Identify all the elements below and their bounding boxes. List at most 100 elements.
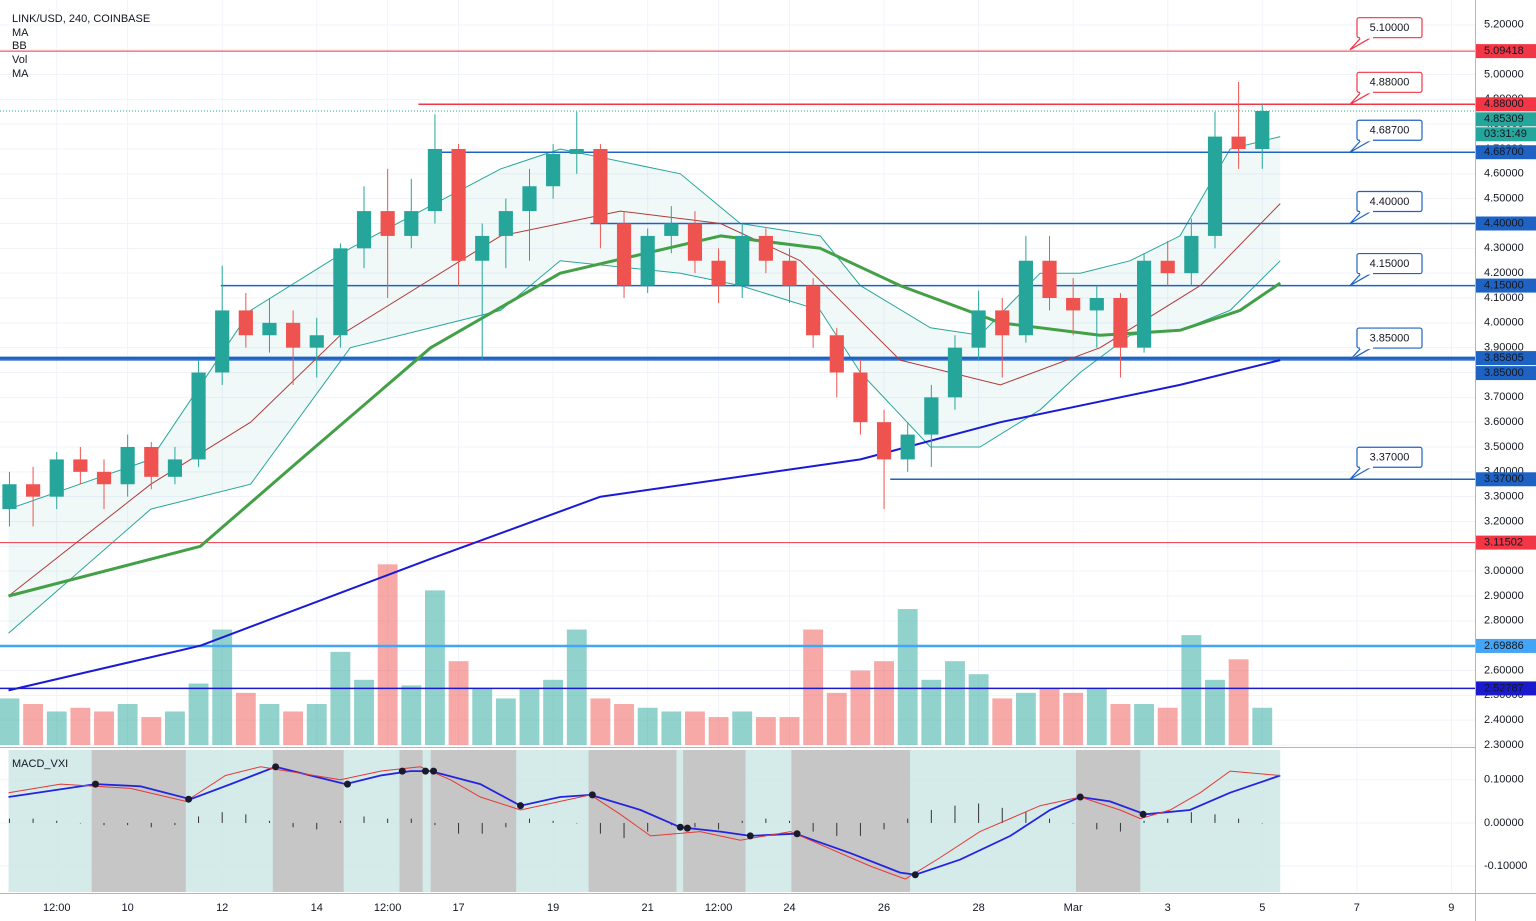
volume-bar bbox=[164, 711, 185, 745]
macd-title: MACD_VXI bbox=[12, 758, 68, 770]
candle-body bbox=[1231, 136, 1246, 149]
volume-bar bbox=[0, 698, 20, 745]
callout-cover bbox=[1360, 138, 1373, 142]
macd-cross bbox=[421, 767, 429, 775]
indicator-label: MA bbox=[12, 68, 29, 80]
chart-title: LINK/USD, 240, COINBASE bbox=[12, 13, 150, 25]
candle-body bbox=[546, 153, 561, 187]
axis-tag-label: 3.11502 bbox=[1484, 537, 1523, 549]
callouts: 5.10000 4.88000 4.68700 4.40000 4.15000 3.850… bbox=[1349, 17, 1423, 480]
callout-cover bbox=[1360, 465, 1373, 469]
volume-bar bbox=[685, 711, 705, 745]
callout-label: 4.15000 bbox=[1370, 258, 1410, 270]
axis-tag bbox=[1476, 638, 1536, 653]
y-tick-label: 4.50000 bbox=[1484, 193, 1524, 205]
candle-body bbox=[593, 149, 608, 224]
macd-cross bbox=[517, 802, 525, 810]
volume-bar bbox=[283, 711, 304, 745]
macd-cross bbox=[1139, 810, 1147, 818]
callout-box bbox=[1356, 190, 1423, 213]
indicator-label: Vol bbox=[12, 54, 27, 66]
y-tick-label: 0.10000 bbox=[1484, 774, 1524, 786]
volume-bar bbox=[23, 704, 44, 745]
axis-tag bbox=[1476, 366, 1536, 381]
candle-body bbox=[167, 459, 183, 477]
volume-bar bbox=[1228, 659, 1249, 745]
candle-body bbox=[806, 285, 821, 336]
candle-body bbox=[640, 235, 655, 286]
candle-body bbox=[758, 235, 773, 261]
macd-span bbox=[430, 750, 517, 892]
callout-cover bbox=[1360, 346, 1373, 350]
macd-cross bbox=[272, 763, 280, 771]
candle-body bbox=[1160, 260, 1175, 274]
axis-tag bbox=[1476, 112, 1536, 127]
callout-cover bbox=[1360, 209, 1373, 213]
candle-body bbox=[144, 447, 159, 477]
volume-bar bbox=[306, 704, 327, 745]
macd-span bbox=[588, 750, 677, 892]
candle-body bbox=[1089, 298, 1104, 311]
callout-box bbox=[1356, 119, 1423, 141]
macd-cross bbox=[683, 824, 691, 832]
axis-tag bbox=[1476, 97, 1536, 112]
macd-cross bbox=[746, 832, 754, 840]
macd-span bbox=[1075, 750, 1141, 892]
y-tick-label: 0.00000 bbox=[1484, 817, 1524, 829]
macd-cross bbox=[343, 780, 351, 788]
callout-box bbox=[1356, 17, 1423, 39]
x-tick-label: 3 bbox=[1165, 902, 1171, 914]
macd-span bbox=[91, 750, 186, 892]
x-tick-label: 12 bbox=[216, 902, 228, 914]
indicator-lines bbox=[8, 203, 1282, 692]
candle-body bbox=[876, 422, 892, 460]
levels bbox=[0, 50, 1475, 690]
y-tick-label: 5.00000 bbox=[1484, 68, 1524, 80]
x-tick-label: Mar bbox=[1064, 902, 1083, 914]
volume-bar bbox=[117, 704, 138, 745]
candle-body bbox=[262, 322, 277, 336]
y-tick-label: 3.60000 bbox=[1484, 416, 1524, 428]
x-tick-label: 9 bbox=[1448, 902, 1454, 914]
volume-bar bbox=[1110, 704, 1131, 745]
volume-bar bbox=[945, 661, 965, 745]
y-tick-label: 2.90000 bbox=[1484, 590, 1524, 602]
volume-bar bbox=[566, 629, 587, 745]
callout-label: 3.85000 bbox=[1370, 332, 1410, 344]
indicator-label: MA bbox=[12, 27, 29, 39]
axis-tag-label: 2.52787 bbox=[1484, 682, 1524, 694]
callout-box bbox=[1356, 446, 1423, 468]
macd-cross bbox=[430, 767, 438, 775]
volume-bar bbox=[1252, 707, 1273, 745]
callout-box bbox=[1356, 327, 1423, 349]
axis-tag-label: 3.85000 bbox=[1484, 367, 1524, 379]
y-tick-label: 4.30000 bbox=[1484, 242, 1524, 254]
volume-bar bbox=[992, 698, 1013, 745]
volume-bar bbox=[897, 609, 918, 745]
volume-bar bbox=[330, 651, 351, 745]
volume-bar bbox=[1134, 704, 1154, 745]
volume-bar bbox=[259, 704, 280, 745]
volume-bar bbox=[425, 590, 445, 745]
callout-label: 4.68700 bbox=[1370, 125, 1410, 137]
volume-bar bbox=[803, 629, 824, 745]
axis-tag bbox=[1476, 351, 1536, 366]
candle-body bbox=[356, 211, 372, 249]
volume-bar bbox=[779, 717, 800, 745]
macd-cross bbox=[1076, 793, 1084, 801]
candle-body bbox=[475, 235, 490, 261]
candle-body bbox=[522, 186, 537, 212]
axis-tag bbox=[1476, 535, 1536, 550]
x-tick-label: 19 bbox=[547, 902, 559, 914]
candle-body bbox=[191, 372, 206, 460]
callout-box bbox=[1356, 71, 1423, 93]
volume-bar bbox=[1157, 707, 1178, 745]
axis-tag-label: 4.40000 bbox=[1484, 217, 1524, 229]
callout-cover bbox=[1360, 35, 1373, 39]
axis-tag-label: 4.68700 bbox=[1484, 146, 1524, 158]
y-tick-label: 3.70000 bbox=[1484, 391, 1524, 403]
x-tick-label: 24 bbox=[783, 902, 795, 914]
volume-bar bbox=[495, 698, 516, 745]
candle-body bbox=[1255, 110, 1270, 149]
